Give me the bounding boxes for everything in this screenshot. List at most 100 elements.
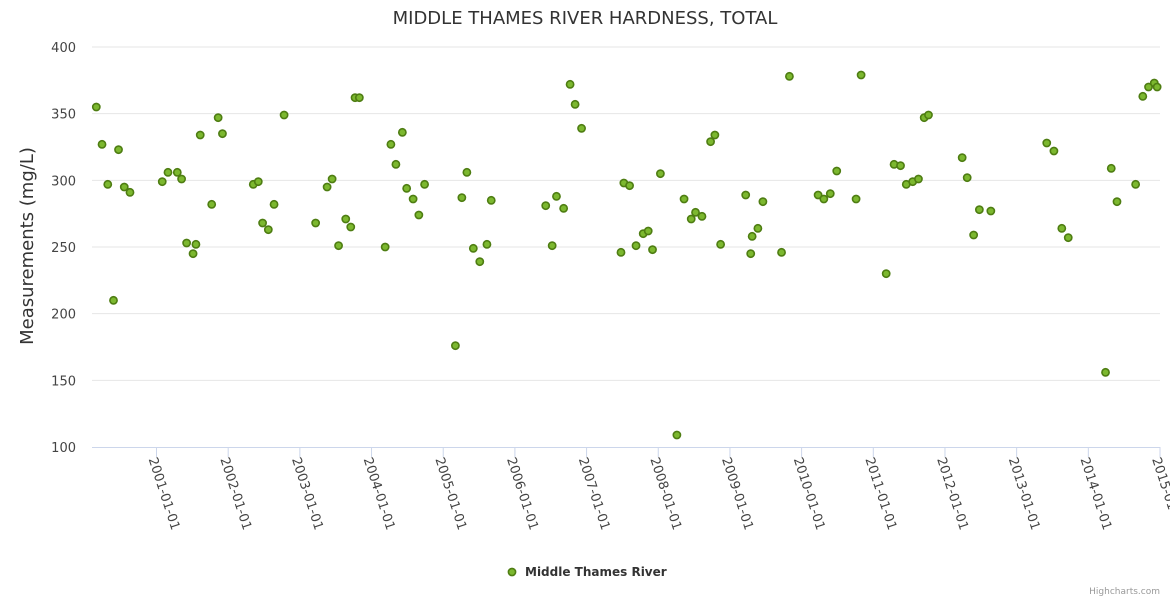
data-point[interactable] (957, 153, 967, 163)
data-point[interactable] (109, 295, 118, 305)
data-point[interactable] (163, 167, 173, 177)
data-point[interactable] (408, 194, 418, 204)
data-point[interactable] (258, 218, 267, 228)
legend[interactable]: Middle Thames River (507, 565, 667, 579)
data-point[interactable] (177, 174, 186, 184)
data-point[interactable] (1152, 82, 1162, 92)
data-point[interactable] (218, 129, 227, 139)
data-point[interactable] (486, 195, 496, 205)
data-point[interactable] (397, 127, 407, 137)
data-point[interactable] (253, 177, 263, 187)
credits-link[interactable]: Highcharts.com (1089, 587, 1160, 597)
data-point[interactable] (322, 182, 332, 192)
data-point[interactable] (1106, 163, 1116, 173)
data-point[interactable] (974, 205, 984, 215)
data-point[interactable] (91, 102, 101, 112)
data-point[interactable] (631, 241, 641, 251)
data-point[interactable] (263, 225, 273, 235)
data-point[interactable] (402, 183, 412, 193)
data-point[interactable] (819, 194, 829, 204)
data-point[interactable] (457, 193, 467, 203)
data-point[interactable] (391, 159, 401, 169)
data-point[interactable] (1063, 233, 1073, 243)
data-point[interactable] (969, 230, 979, 240)
data-point[interactable] (157, 177, 167, 187)
data-point[interactable] (962, 173, 972, 183)
data-point[interactable] (386, 139, 396, 149)
data-point[interactable] (125, 187, 135, 197)
data-point[interactable] (482, 239, 492, 249)
legend-label[interactable]: Middle Thames River (525, 565, 667, 579)
data-point[interactable] (746, 249, 756, 259)
legend-marker[interactable] (507, 567, 517, 577)
data-point[interactable] (420, 179, 429, 189)
data-point[interactable] (346, 222, 356, 232)
data-point[interactable] (547, 241, 557, 251)
data-point[interactable] (1049, 146, 1059, 156)
data-point[interactable] (656, 169, 665, 179)
data-point[interactable] (856, 70, 866, 80)
data-point[interactable] (1131, 179, 1141, 189)
data-point[interactable] (747, 231, 757, 241)
data-point[interactable] (1112, 197, 1122, 207)
data-point[interactable] (706, 137, 715, 147)
data-point[interactable] (710, 130, 720, 140)
series-middle-thames-river[interactable] (91, 70, 1162, 440)
data-point[interactable] (451, 341, 460, 351)
data-point[interactable] (758, 197, 768, 207)
data-point[interactable] (813, 190, 823, 200)
data-point[interactable] (643, 226, 653, 236)
data-point[interactable] (753, 223, 763, 233)
data-point[interactable] (1138, 91, 1148, 101)
data-point[interactable] (414, 210, 424, 220)
data-point[interactable] (541, 201, 551, 211)
data-point[interactable] (97, 139, 107, 149)
data-point[interactable] (785, 71, 794, 81)
data-point[interactable] (188, 249, 198, 259)
data-point[interactable] (327, 174, 337, 184)
data-point[interactable] (475, 257, 485, 267)
data-point[interactable] (741, 190, 751, 200)
data-point[interactable] (881, 269, 891, 279)
data-point[interactable] (1144, 82, 1153, 92)
data-point[interactable] (1057, 223, 1067, 233)
data-point[interactable] (462, 167, 472, 177)
data-point[interactable] (380, 242, 390, 252)
data-point[interactable] (552, 191, 561, 201)
data-point[interactable] (825, 189, 835, 199)
data-point[interactable] (716, 239, 726, 249)
data-point[interactable] (648, 245, 657, 255)
data-point[interactable] (103, 179, 113, 189)
data-point[interactable] (777, 247, 786, 257)
data-point[interactable] (986, 206, 996, 216)
data-point[interactable] (577, 123, 586, 133)
data-point[interactable] (559, 203, 569, 213)
data-point[interactable] (625, 181, 634, 191)
data-point[interactable] (896, 161, 905, 171)
data-point[interactable] (334, 241, 343, 251)
data-point[interactable] (195, 130, 205, 140)
data-point[interactable] (832, 166, 842, 176)
data-point[interactable] (191, 239, 201, 249)
data-point[interactable] (570, 99, 580, 109)
data-point[interactable] (851, 194, 861, 204)
data-point[interactable] (213, 113, 223, 123)
data-point[interactable] (697, 211, 707, 221)
data-point[interactable] (1042, 138, 1052, 148)
data-point[interactable] (114, 145, 123, 155)
data-point[interactable] (182, 238, 192, 248)
data-point[interactable] (172, 167, 182, 177)
data-point[interactable] (672, 430, 682, 440)
data-point[interactable] (686, 214, 696, 224)
data-point[interactable] (924, 110, 933, 120)
data-point[interactable] (279, 110, 289, 120)
data-point[interactable] (341, 214, 351, 224)
data-point[interactable] (207, 199, 217, 209)
data-point[interactable] (679, 194, 689, 204)
data-point[interactable] (616, 247, 626, 257)
data-point[interactable] (269, 199, 279, 209)
data-point[interactable] (119, 182, 129, 192)
data-point[interactable] (565, 79, 575, 89)
data-point[interactable] (1101, 367, 1110, 377)
data-point[interactable] (468, 243, 478, 253)
